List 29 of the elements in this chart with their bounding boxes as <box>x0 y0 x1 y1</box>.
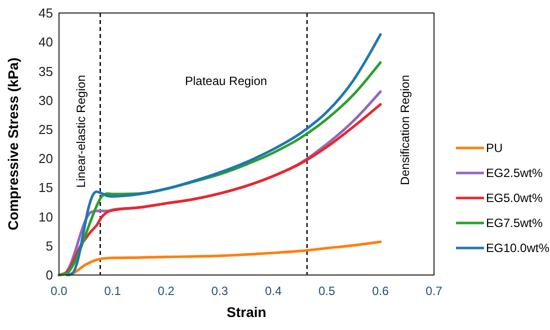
legend-label: EG2.5wt% <box>486 166 544 180</box>
y-tick-label: 10 <box>38 209 53 224</box>
y-tick-label: 20 <box>38 151 53 166</box>
y-tick-label: 45 <box>38 6 53 21</box>
x-tick-label: 0.4 <box>264 284 282 298</box>
y-tick-label: 15 <box>38 180 53 196</box>
x-tick-label: 0.3 <box>211 284 228 298</box>
y-tick-label: 40 <box>38 34 53 50</box>
legend-label: EG10.0wt% <box>486 241 550 256</box>
y-tick-label: 35 <box>38 64 53 79</box>
x-tick-label: 0.6 <box>372 284 390 298</box>
annotation: Densification Region <box>398 75 412 186</box>
legend-label: EG5.0wt% <box>486 191 544 206</box>
x-tick-label: 0.7 <box>426 284 443 298</box>
legend-label: EG7.5wt% <box>486 216 544 230</box>
line-series <box>68 240 382 276</box>
x-tick-label: 0.0 <box>50 284 68 298</box>
y-tick-label: 0 <box>46 268 53 283</box>
y-axis-title: Compressive Stress (kPa) <box>5 58 21 230</box>
annotation: Plateau Region <box>185 74 268 88</box>
y-tick-label: 5 <box>46 238 53 254</box>
legend-label: PU <box>486 141 503 156</box>
y-tick-label: 25 <box>38 122 53 137</box>
annotation: Linear-elastic Region <box>74 75 88 188</box>
x-tick-label: 0.2 <box>158 284 175 298</box>
x-tick-label: 0.5 <box>318 284 336 298</box>
x-axis-title: Strain <box>226 304 266 320</box>
y-tick-label: 30 <box>38 92 53 108</box>
x-tick-label: 0.1 <box>104 284 122 298</box>
